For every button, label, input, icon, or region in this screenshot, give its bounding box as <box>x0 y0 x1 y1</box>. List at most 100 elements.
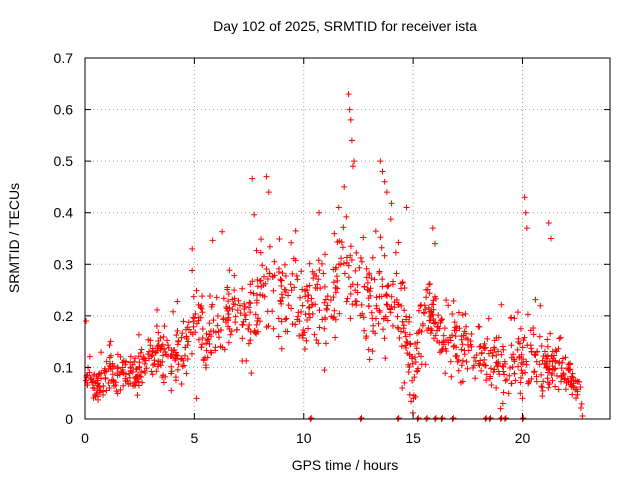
data-point <box>335 204 342 211</box>
data-point <box>441 325 448 332</box>
data-point <box>462 335 469 342</box>
data-point <box>347 243 354 250</box>
data-point <box>552 383 559 390</box>
data-point <box>292 257 299 264</box>
data-point <box>241 305 248 312</box>
data-point <box>453 323 460 330</box>
data-point <box>531 368 538 375</box>
data-point <box>408 398 415 405</box>
data-point <box>415 350 422 357</box>
data-point <box>455 356 462 363</box>
data-point <box>298 308 305 315</box>
data-point <box>401 284 408 291</box>
data-point <box>193 320 200 327</box>
data-point <box>412 359 419 366</box>
data-point <box>415 414 422 421</box>
data-point <box>537 302 544 309</box>
data-point <box>214 322 221 329</box>
data-point <box>198 344 205 351</box>
data-point <box>563 380 570 387</box>
data-point <box>216 334 223 341</box>
data-point <box>178 380 185 387</box>
data-point <box>440 332 447 339</box>
data-point <box>520 414 527 421</box>
data-point <box>462 310 469 317</box>
data-point <box>536 333 543 340</box>
data-point <box>412 393 419 400</box>
data-point <box>365 295 372 302</box>
data-point <box>500 389 507 396</box>
data-point <box>541 348 548 355</box>
data-point <box>183 370 190 377</box>
data-point <box>449 332 456 339</box>
data-point <box>257 249 264 256</box>
data-point <box>401 379 408 386</box>
data-point <box>536 361 543 368</box>
data-point <box>530 331 537 338</box>
y-axis-label: SRMTID / TECUs <box>6 183 22 293</box>
data-point <box>405 361 412 368</box>
data-point <box>495 368 502 375</box>
data-point <box>306 260 313 267</box>
data-point <box>491 344 498 351</box>
data-point <box>546 358 553 365</box>
data-point <box>141 355 148 362</box>
data-point <box>572 377 579 384</box>
data-point <box>241 300 248 307</box>
data-point <box>510 351 517 358</box>
data-point <box>240 318 247 325</box>
data-point <box>105 380 112 387</box>
data-point <box>316 324 323 331</box>
data-point <box>239 321 246 328</box>
x-tick-label: 20 <box>515 430 531 446</box>
data-point <box>347 252 354 259</box>
data-point <box>341 183 348 190</box>
data-point <box>322 340 329 347</box>
data-point <box>475 323 482 330</box>
data-point <box>578 400 585 407</box>
data-point <box>477 343 484 350</box>
data-point <box>131 379 138 386</box>
data-point <box>387 306 394 313</box>
data-point <box>252 329 259 336</box>
data-point <box>343 298 350 305</box>
data-point <box>289 270 296 277</box>
data-point <box>514 346 521 353</box>
data-point <box>190 323 197 330</box>
data-point <box>220 315 227 322</box>
data-point <box>106 362 113 369</box>
data-point <box>328 313 335 320</box>
data-point <box>204 336 211 343</box>
data-point <box>493 384 500 391</box>
data-point <box>237 310 244 317</box>
data-point <box>323 305 330 312</box>
y-tick-label: 0.2 <box>54 308 74 324</box>
data-point <box>428 312 435 319</box>
data-point <box>514 309 521 316</box>
grid <box>85 58 610 419</box>
data-point <box>312 301 319 308</box>
data-point <box>335 261 342 268</box>
data-point <box>256 278 263 285</box>
data-point <box>432 319 439 326</box>
data-point <box>488 381 495 388</box>
data-point <box>191 315 198 322</box>
y-tick-label: 0.7 <box>54 50 74 66</box>
data-point <box>151 360 158 367</box>
data-point <box>282 316 289 323</box>
data-point <box>402 333 409 340</box>
data-point <box>278 318 285 325</box>
data-point <box>499 343 506 350</box>
data-point <box>193 395 200 402</box>
data-point <box>521 334 528 341</box>
data-point <box>232 319 239 326</box>
data-point <box>377 309 384 316</box>
data-point <box>336 310 343 317</box>
data-point <box>332 334 339 341</box>
data-point <box>262 280 269 287</box>
data-point <box>442 370 449 377</box>
data-point <box>439 414 446 421</box>
data-point <box>378 244 385 251</box>
data-point <box>525 377 532 384</box>
